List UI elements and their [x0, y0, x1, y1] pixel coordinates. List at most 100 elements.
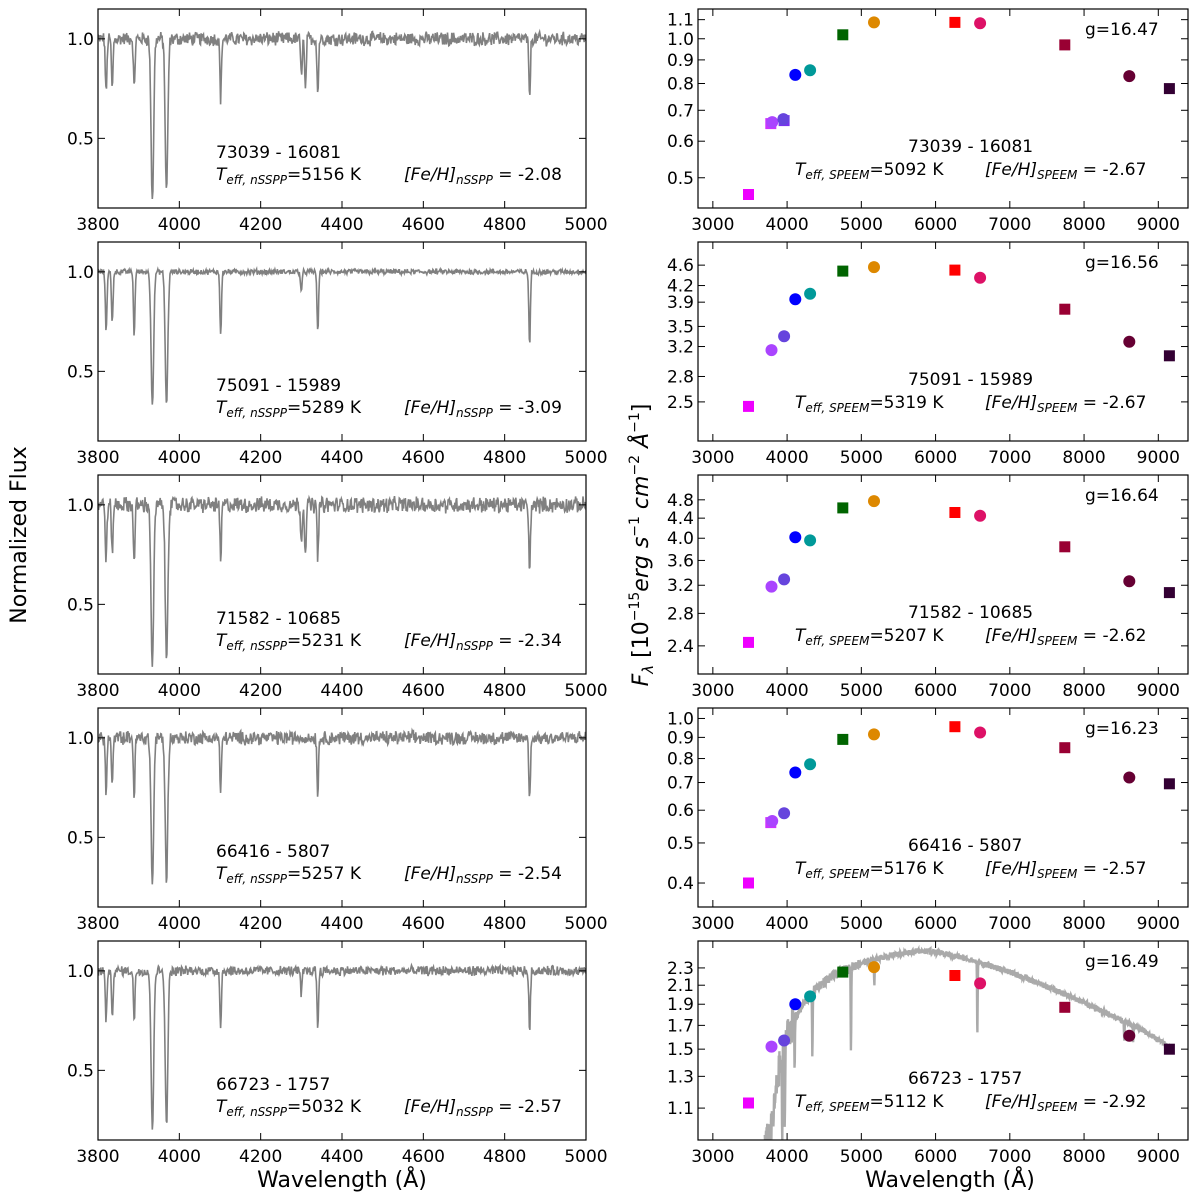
sed-panel-1-xtick-label-2: 4000	[765, 215, 808, 235]
sed-panel-3-point-4	[789, 531, 802, 544]
spectrum-panel-1-feh-label: [Fe/H]nSSPP = -2.08	[404, 165, 562, 187]
sed-panel-3-feh-subscript: SPEEM	[1037, 634, 1078, 648]
spectrum-panel-1: 3800 4000 4200 4400 4600 4800 5000 0.5 1.0 73039 …	[67, 8, 608, 235]
spectrum-panel-3-data	[98, 494, 586, 667]
spectrum-panel-4-teff-value: =5257 K	[287, 864, 362, 884]
sed-panel-3-xtick-label-4: 6000	[914, 681, 957, 701]
sed-panel-4-feh-value: = -2.57	[1077, 859, 1146, 879]
spectrum-panel-5-xtick-label-7: 5000	[564, 1147, 607, 1167]
spectrum-panel-4-teff-subscript: eff, nSSPP	[226, 872, 287, 886]
sed-panel-5-feh-symbol: [Fe/H]	[985, 1092, 1037, 1112]
sed-panel-5-xtick-label-2: 4000	[765, 1147, 808, 1167]
spectrum-panel-2-feh-label: [Fe/H]nSSPP = -3.09	[404, 398, 562, 420]
sed-panel-1-teff-subscript: eff, SPEEM	[805, 168, 870, 182]
spectrum-panel-5-xtick-label-2: 4000	[158, 1147, 201, 1167]
spectrum-panel-4-teff-symbol: T	[216, 864, 228, 884]
sed-panel-3-point-8	[949, 507, 961, 518]
sed-panel-5-point-1	[743, 1097, 754, 1109]
spectrum-panel-2-teff-symbol: T	[216, 398, 228, 418]
sed-panel-1-point-1	[743, 189, 754, 200]
sed-panel-4-feh-label: [Fe/H]SPEEM = -2.57	[985, 859, 1146, 881]
right-y-label-part-d: Å	[627, 433, 654, 455]
spectrum-panel-2-xtick-label-4: 4400	[320, 448, 363, 468]
right-y-label-exp2: −1	[627, 516, 643, 537]
sed-panel-4-point-7	[837, 733, 849, 745]
sed-panel-1-ytick-label-4: 0.8	[667, 75, 694, 95]
sed-panel-3-feh-symbol: [Fe/H]	[985, 626, 1037, 646]
sed-panel-3-frame	[697, 474, 1189, 675]
sed-panel-2-ytick-label-6: 4.2	[667, 277, 694, 297]
sed-panel-2-point-1	[743, 400, 754, 412]
sed-panel-5-point-11	[1123, 1029, 1136, 1042]
spectrum-panel-2-data	[98, 265, 586, 405]
spectrum-panel-3-xtick-label-7: 5000	[564, 681, 607, 701]
right-x-axis-label: Wavelength (Å)	[865, 1166, 1035, 1193]
sed-panel-1-ytick-label-5: 0.9	[667, 51, 694, 71]
sed-panel-3-ytick-label-4: 3.6	[667, 551, 694, 571]
spectrum-panel-5-feh-symbol: [Fe/H]	[404, 1097, 456, 1117]
spectrum-panel-1-xtick-label-3: 4200	[239, 215, 282, 235]
sed-panel-4-feh-symbol: [Fe/H]	[985, 859, 1037, 879]
panels: 3800 4000 4200 4400 4600 4800 5000 0.5 1.0 73039 …	[67, 8, 1189, 1167]
sed-panel-2-ytick-label-7: 4.6	[667, 256, 694, 276]
sed-panel-5-ytick-label-6: 2.1	[667, 976, 694, 996]
spectrum-panel-5-teff-label: Teff, nSSPP=5032 K	[216, 1097, 362, 1119]
sed-panel-2-point-2	[765, 344, 778, 357]
sed-panel-2-ytick-label-2: 2.8	[667, 367, 694, 387]
spectrum-panel-1-teff-subscript: eff, nSSPP	[226, 173, 287, 187]
sed-panel-4-point-1	[743, 877, 754, 889]
spectrum-panel-1-ytick-label-1: 0.5	[67, 129, 94, 149]
sed-panel-3-xtick-label-7: 9000	[1137, 681, 1180, 701]
right-y-label-part-e: ]	[629, 404, 654, 413]
spectrum-panel-4-star-id: 66416 - 5807	[216, 842, 330, 862]
sed-panel-5-ytick-label-7: 2.3	[667, 959, 694, 979]
sed-panel-1-point-12	[1059, 39, 1071, 51]
sed-panel-1-point-13	[1123, 70, 1136, 83]
spectrum-panel-5-ytick-label-2: 1.0	[67, 962, 94, 982]
sed-panel-1-xtick-label-5: 7000	[988, 215, 1031, 235]
spectrum-panel-2-teff-label: Teff, nSSPP=5289 K	[216, 398, 362, 420]
sed-panel-5-g-magnitude: g=16.49	[1085, 952, 1159, 972]
sed-panel-5-ytick-label-5: 1.9	[667, 995, 694, 1015]
right-y-label-part-b: erg s	[629, 537, 654, 592]
sed-panel-5-frame	[697, 940, 1189, 1141]
spectrum-panel-4-ytick-label-1: 0.5	[67, 828, 94, 848]
sed-panel-2-xtick-label-6: 8000	[1062, 448, 1105, 468]
spectrum-panel-4-xtick-label-4: 4400	[320, 914, 363, 934]
sed-panel-3-ytick-label-6: 4.4	[667, 509, 694, 529]
sed-panel-1-point-8	[837, 29, 849, 41]
sed-panel-3-xtick-label-3: 5000	[840, 681, 883, 701]
sed-panel-4-point-6	[804, 758, 817, 771]
sed-panel-2-point-5	[804, 287, 817, 300]
sed-panel-4-ytick-label-4: 0.7	[667, 774, 694, 794]
spectrum-panel-4-feh-symbol: [Fe/H]	[404, 864, 456, 884]
sed-panel-3-point-6	[837, 502, 849, 514]
sed-panel-3: 3000 4000 5000 6000 7000 8000 9000 2.4 2.8 3.2 3.6…	[667, 474, 1189, 701]
spectrum-panel-1-xtick-label-4: 4400	[320, 215, 363, 235]
sed-panel-1-feh-label: [Fe/H]SPEEM = -2.67	[985, 160, 1146, 182]
spectrum-panel-4-xtick-label-6: 4800	[483, 914, 526, 934]
sed-panel-1-data	[743, 16, 1175, 200]
left-x-axis-label: Wavelength (Å)	[257, 1166, 427, 1193]
sed-panel-3-xtick-label-1: 3000	[691, 681, 734, 701]
sed-panel-2-xtick-label-1: 3000	[691, 448, 734, 468]
spectrum-panel-5-spectrum-line	[98, 962, 586, 1130]
spectrum-panel-3-feh-value: = -2.34	[493, 631, 562, 651]
sed-panel-1-point-6	[789, 68, 802, 81]
sed-panel-5-xtick-label-6: 8000	[1062, 1147, 1105, 1167]
sed-panel-2-ytick-label-1: 2.5	[667, 393, 694, 413]
sed-panel-5-feh-subscript: SPEEM	[1037, 1100, 1078, 1114]
sed-panel-5-point-7	[868, 961, 880, 974]
sed-panel-4-point-8	[868, 728, 880, 741]
spectrum-panel-4-xtick-label-5: 4600	[402, 914, 445, 934]
sed-panel-3-point-10	[1059, 541, 1071, 553]
sed-panel-1-ytick-label-6: 1.0	[667, 30, 694, 50]
sed-panel-3-ytick-label-7: 4.8	[667, 491, 694, 511]
spectrum-panel-2-ytick-label-2: 1.0	[67, 263, 94, 283]
spectrum-panel-2-xtick-label-6: 4800	[483, 448, 526, 468]
sed-panel-2-teff-value: =5319 K	[869, 393, 944, 413]
spectrum-panel-3-ytick-label-1: 0.5	[67, 595, 94, 615]
sed-panel-4-xtick-label-6: 8000	[1062, 914, 1105, 934]
sed-panel-4-point-12	[1123, 771, 1136, 784]
spectrum-panel-5-xtick-label-1: 3800	[76, 1147, 119, 1167]
